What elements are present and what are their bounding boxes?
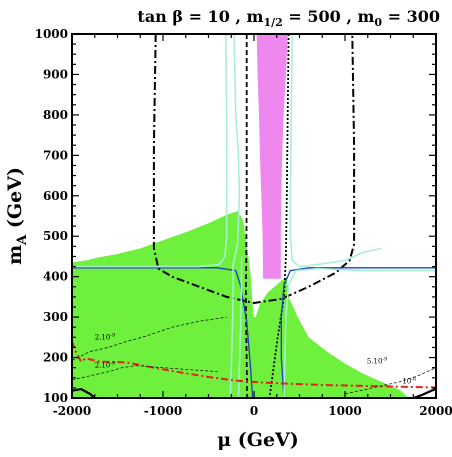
title-part-1: tan β = 10 , m xyxy=(137,7,263,26)
axes: 2.10-9 2.10-9 5.10-9 10-8 -2000 -1000 0 1000 200… xyxy=(35,27,452,418)
y-tick-label: 200 xyxy=(43,351,68,365)
y-axis-label-sub: A xyxy=(15,234,30,246)
y-tick-label: 700 xyxy=(43,148,68,162)
plot-area xyxy=(72,34,436,398)
series-line-dashdot-black xyxy=(152,34,356,304)
y-tick-label: 1000 xyxy=(35,27,68,41)
pink-band xyxy=(256,34,288,279)
y-axis-label: mA (GeV) xyxy=(4,167,30,265)
contour-label: 5.10-9 xyxy=(367,357,387,366)
y-tick-label: 900 xyxy=(43,67,68,81)
series-line-solid-lightblue xyxy=(229,34,241,398)
y-tick-label: 100 xyxy=(43,391,68,405)
title-subscript-2: 0 xyxy=(374,16,382,29)
y-axis-label-rest: (GeV) xyxy=(4,167,26,235)
series-line-solid-black xyxy=(72,388,96,398)
title-part-3: = 300 xyxy=(382,7,440,26)
y-tick-label: 500 xyxy=(43,229,68,243)
y-tick-label: 800 xyxy=(43,108,68,122)
series-line-thin-dashed-black xyxy=(72,365,218,381)
series-line-thin-dashed-black xyxy=(344,367,436,395)
y-tick-label: 600 xyxy=(43,189,68,203)
series-line-solid-blue xyxy=(280,267,436,398)
series-line-thin-dashed-black xyxy=(72,316,227,361)
series-line-dashdot-red xyxy=(72,341,436,389)
y-tick-label: 300 xyxy=(43,310,68,324)
series-line-solid-blue xyxy=(72,267,254,398)
y-axis-label-main: m xyxy=(4,245,26,265)
x-axis-label: μ (GeV) xyxy=(217,429,299,451)
x-tick-label: 2000 xyxy=(419,404,452,418)
series-line-solid-lightblue xyxy=(237,256,243,398)
series-line-solid-lightblue xyxy=(283,267,436,398)
series-line-dashed-black xyxy=(244,34,249,398)
series-line-solid-black xyxy=(412,388,436,398)
x-tick-label: -2000 xyxy=(53,404,91,418)
title-part-2: = 500 , m xyxy=(283,7,375,26)
y-tick-label: 400 xyxy=(43,270,68,284)
contour-label: 10-8 xyxy=(402,376,416,385)
x-tick-label: 0 xyxy=(250,404,258,418)
series-line-solid-lightblue xyxy=(72,34,228,268)
x-tick-label: -1000 xyxy=(144,404,182,418)
chart-title: tan β = 10 , m1/2 = 500 , m0 = 300 xyxy=(137,7,440,29)
contour-label: 2.10-9 xyxy=(95,332,115,341)
contour-label: 2.10-9 xyxy=(95,361,115,370)
x-tick-label: 1000 xyxy=(328,404,361,418)
series-line-dotted-black xyxy=(268,34,290,398)
series-line-solid-lightblue xyxy=(289,34,382,268)
title-subscript-1: 1/2 xyxy=(263,16,282,29)
